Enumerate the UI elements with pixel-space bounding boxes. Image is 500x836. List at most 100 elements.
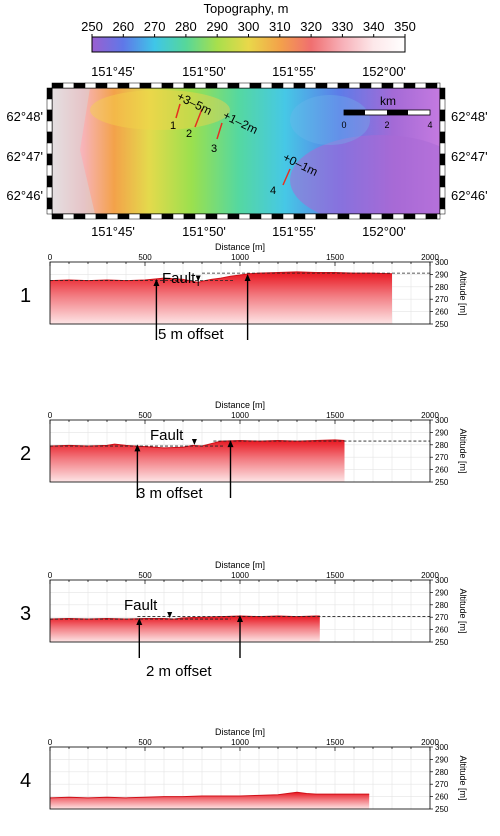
x-tick-label: 500 — [138, 738, 152, 747]
map-border-segment — [370, 213, 383, 220]
y-tick-label: 280 — [435, 283, 449, 292]
map-border-segment — [194, 213, 207, 220]
map-border-segment — [117, 82, 130, 89]
latitude-label-right: 62°46' — [451, 188, 488, 203]
scale-bar-tick-2: 2 — [384, 120, 389, 130]
map-border-segment — [73, 213, 86, 220]
map-border-segment — [414, 213, 427, 220]
map-border-segment — [348, 213, 361, 220]
profile-panel-4: 0 500 1000 1500 2000 Distance [m] 250 260 270 280… — [20, 727, 468, 814]
colorbar-title: Topography, m — [203, 1, 288, 16]
map-border-segment — [425, 82, 438, 89]
y-axis-label: Altitude [m] — [458, 755, 468, 800]
y-tick-label: 290 — [435, 270, 449, 279]
longitude-label-bottom: 152°00' — [362, 224, 406, 239]
map-border-segment — [326, 82, 339, 89]
x-axis-label: Distance [m] — [215, 560, 265, 570]
profile-panel-number: 3 — [20, 603, 31, 625]
map-border-segment — [260, 82, 273, 89]
longitude-label-top: 152°00' — [362, 64, 406, 79]
y-tick-label: 260 — [435, 308, 449, 317]
profile-area — [50, 792, 370, 809]
map-border-segment — [172, 82, 185, 89]
map-border-segment — [84, 213, 97, 220]
map-profile-label-3: 3 — [211, 143, 217, 155]
x-tick-label: 1500 — [326, 411, 344, 420]
offset-label: 5 m offset — [158, 326, 224, 343]
map-border-segment — [161, 82, 174, 89]
fault-label: Fault — [150, 427, 184, 444]
colorbar-tick-label: 330 — [332, 19, 354, 34]
profile-panel-2: 0 500 1000 1500 2000 Distance [m] 250 260 270 280… — [20, 400, 468, 502]
map-border-segment — [359, 213, 372, 220]
map-border-segment — [139, 82, 152, 89]
x-tick-label: 2000 — [421, 253, 439, 262]
map-border-segment — [403, 82, 416, 89]
y-tick-label: 300 — [435, 416, 449, 425]
offset-arrow-head — [227, 440, 234, 448]
profile-line-4 — [282, 168, 291, 186]
map-border-segment — [359, 82, 372, 89]
offset-arrow-head — [244, 274, 251, 282]
map-border-segment — [183, 213, 196, 220]
x-tick-label: 0 — [48, 738, 53, 747]
map-shading — [52, 88, 440, 214]
x-tick-label: 2000 — [421, 571, 439, 580]
map-border-segment — [161, 213, 174, 220]
map-border-segment — [46, 109, 53, 122]
x-tick-label: 0 — [48, 411, 53, 420]
x-tick-label: 0 — [48, 571, 53, 580]
profile-panel-number: 2 — [20, 443, 31, 465]
y-tick-label: 260 — [435, 466, 449, 475]
map-border-segment — [238, 213, 251, 220]
y-tick-label: 300 — [435, 576, 449, 585]
fault-arrow-head — [191, 439, 197, 446]
map-border-segment — [439, 98, 446, 111]
map-border-segment — [73, 82, 86, 89]
map-border-segment — [46, 175, 53, 188]
map-border-segment — [315, 213, 328, 220]
colorbar-tick-label: 300 — [238, 19, 260, 34]
y-tick-label: 270 — [435, 295, 449, 304]
profile-area — [50, 615, 320, 642]
map-border-segment — [172, 213, 185, 220]
map-border-segment — [249, 213, 262, 220]
map-border-segment — [439, 131, 446, 144]
map-border-segment — [392, 82, 405, 89]
map-border-segment — [370, 82, 383, 89]
map-border-segment — [216, 213, 229, 220]
fault-arrow-head — [167, 612, 173, 619]
map-border-segment — [62, 213, 75, 220]
y-tick-label: 280 — [435, 768, 449, 777]
profile-line-3 — [216, 122, 223, 140]
map-border-segment — [439, 120, 446, 133]
profile-panel-number: 4 — [20, 770, 31, 792]
x-tick-label: 500 — [138, 411, 152, 420]
map-border-segment — [439, 164, 446, 177]
y-tick-label: 250 — [435, 320, 449, 329]
map-border-segment — [128, 213, 141, 220]
map-border-segment — [227, 213, 240, 220]
x-axis-label: Distance [m] — [215, 727, 265, 737]
map-border-segment — [46, 197, 53, 210]
colorbar-bar — [91, 36, 406, 53]
scale-bar-tick-0: 0 — [341, 120, 346, 130]
map-border-segment — [271, 213, 284, 220]
map-border-segment — [293, 213, 306, 220]
map-border-segment — [439, 175, 446, 188]
map-profile-label-4: 4 — [270, 185, 276, 197]
longitude-label-bottom: 151°50' — [182, 224, 226, 239]
map-border-segment — [227, 82, 240, 89]
x-tick-label: 500 — [138, 571, 152, 580]
colorbar-tick-label: 320 — [300, 19, 322, 34]
map-border-segment — [205, 213, 218, 220]
map-border-segment — [150, 213, 163, 220]
y-tick-label: 250 — [435, 805, 449, 814]
map-border-segment — [194, 82, 207, 89]
scale-bar: km 0 2 4 — [341, 94, 432, 130]
y-tick-label: 290 — [435, 755, 449, 764]
x-axis-label: Distance [m] — [215, 242, 265, 252]
